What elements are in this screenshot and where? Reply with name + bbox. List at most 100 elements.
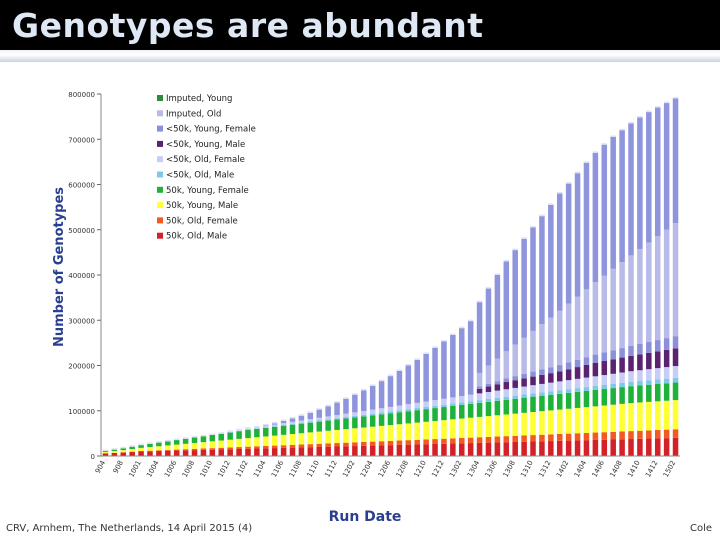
bar-segment: [539, 374, 545, 384]
bar-segment: [325, 446, 331, 456]
bar-segment: [432, 420, 438, 440]
bar-segment: [352, 428, 358, 443]
bar-segment: [619, 372, 625, 383]
bar-segment: [556, 371, 563, 382]
bar-segment: [467, 443, 474, 456]
bar-segment: [423, 406, 429, 410]
bar-segment: [565, 408, 572, 434]
bar-segment: [646, 352, 652, 370]
bar-segment: [120, 448, 127, 451]
bar-segment: [556, 390, 563, 394]
x-tick-label: 1208: [395, 459, 410, 478]
bar-segment: [441, 341, 447, 399]
bar-segment: [387, 425, 394, 441]
bar-segment: [610, 136, 616, 269]
legend-label: Imputed, Old: [166, 109, 221, 119]
bar-segment: [610, 431, 616, 440]
bar-segment: [574, 433, 581, 441]
bar-segment: [663, 367, 670, 379]
bar-segment: [343, 413, 349, 418]
bar-segment: [476, 400, 483, 403]
y-tick-label: 400000: [68, 272, 95, 280]
bar-segment: [628, 255, 634, 346]
bar-segment: [369, 409, 376, 414]
bar-segment: [254, 437, 260, 447]
bar-segment: [325, 416, 331, 420]
bar-segment: [654, 368, 661, 380]
bar-segment: [280, 434, 287, 446]
bar-cap: [521, 237, 527, 239]
bar-segment: [227, 432, 233, 433]
bar-segment: [574, 367, 581, 379]
x-tick-label: 1104: [252, 459, 268, 479]
bar-segment: [307, 447, 314, 456]
bar-segment: [414, 359, 420, 403]
bar-segment: [512, 250, 518, 345]
bar-cap: [280, 419, 287, 421]
bar-segment: [441, 407, 447, 421]
bar-cap: [165, 439, 171, 442]
bar-segment: [530, 412, 536, 436]
bar-segment: [530, 393, 536, 397]
bar-segment: [289, 434, 296, 445]
bar-segment: [227, 439, 233, 448]
bar-segment: [254, 428, 260, 438]
bar-segment: [325, 419, 331, 421]
bar-segment: [521, 238, 527, 338]
bar-segment: [556, 440, 563, 456]
bar-segment: [254, 428, 260, 429]
bar-segment: [450, 443, 456, 456]
bar-segment: [610, 373, 616, 384]
bar-cap: [450, 333, 456, 335]
bar-cap: [423, 352, 429, 354]
chart-panel: [0, 62, 720, 528]
bar-segment: [378, 441, 385, 446]
bar-cap: [369, 384, 376, 386]
bar-cap: [459, 326, 465, 329]
bar-segment: [325, 420, 331, 431]
bar-segment: [556, 365, 563, 372]
x-tick-label: 1404: [573, 459, 589, 479]
bar-segment: [539, 216, 545, 325]
bar-segment: [548, 317, 554, 368]
axes-layer: 0 100000 200000 300000 400000 500000 600000 700…: [68, 91, 680, 479]
bar-segment: [601, 275, 608, 353]
bar-segment: [539, 392, 545, 396]
bar-segment: [414, 408, 420, 411]
bar-segment: [530, 371, 536, 377]
y-tick-label: 600000: [68, 182, 95, 190]
bar-segment: [592, 386, 599, 390]
bar-segment: [378, 381, 385, 409]
bar-cap: [556, 192, 563, 194]
bar-segment: [369, 445, 376, 456]
bar-segment: [637, 370, 643, 382]
bar-segment: [102, 451, 109, 452]
bar-segment: [289, 421, 296, 424]
bar-cap: [325, 404, 331, 407]
bar-segment: [405, 365, 412, 405]
bar-segment: [592, 354, 599, 363]
bar-segment: [494, 397, 501, 401]
bar-segment: [548, 204, 554, 318]
bar-segment: [405, 444, 412, 456]
bar-segment: [663, 338, 670, 350]
bar-segment: [271, 423, 278, 425]
bar-segment: [423, 401, 429, 407]
bar-segment: [396, 444, 403, 456]
bar-segment: [628, 431, 634, 440]
x-tick-label: 1001: [127, 459, 142, 478]
bar-segment: [289, 418, 296, 422]
bar-segment: [654, 340, 661, 352]
bar-segment: [583, 407, 590, 433]
bar-segment: [494, 384, 501, 391]
bar-segment: [432, 408, 438, 421]
bar-segment: [583, 390, 590, 408]
bar-cap: [441, 340, 447, 342]
bar-segment: [574, 296, 581, 360]
bar-segment: [316, 420, 322, 422]
bar-segment: [548, 391, 554, 395]
bar-segment: [191, 448, 198, 451]
bar-segment: [503, 382, 510, 390]
bar-segment: [361, 441, 367, 446]
bar-cap: [334, 401, 340, 403]
